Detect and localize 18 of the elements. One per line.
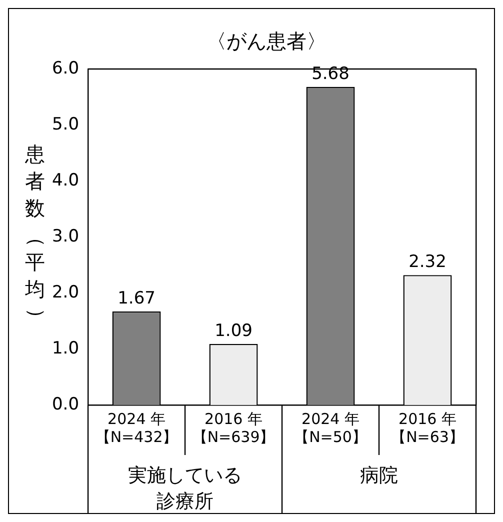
- data-label: 1.09: [214, 320, 252, 341]
- y-tick-label: 6.0: [52, 58, 80, 78]
- y-tick-label: 1.0: [52, 338, 80, 358]
- chart-title: 〈がん患者〉: [206, 29, 326, 54]
- x-tick-label: 2024 年【N=50】: [294, 410, 367, 446]
- y-tick-label: 2.0: [52, 282, 80, 302]
- y-tick-label: 5.0: [52, 114, 80, 134]
- y-tick-label: 3.0: [52, 226, 80, 246]
- x-tick-label: 2024 年【N=432】: [95, 410, 178, 446]
- data-label: 1.67: [118, 288, 156, 308]
- text: 実施している診療所: [128, 464, 242, 512]
- y-tick-label: 4.0: [52, 170, 80, 190]
- data-label: 2.32: [408, 252, 446, 272]
- y-tick-label: 0.0: [52, 394, 80, 414]
- x-tick-label: 2016 年【N=63】: [391, 410, 464, 446]
- text: 病院: [360, 464, 398, 486]
- y-axis-title: 患者数（平均）: [24, 142, 49, 328]
- x-tick-label: 2016 年【N=639】: [192, 410, 275, 446]
